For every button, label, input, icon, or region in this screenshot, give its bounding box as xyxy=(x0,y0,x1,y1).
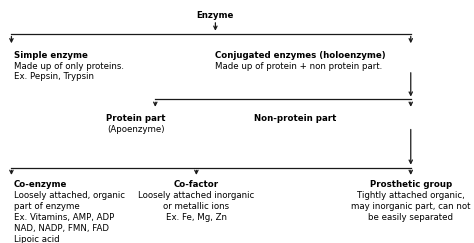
Text: Simple enzyme: Simple enzyme xyxy=(14,51,87,60)
Text: Non-protein part: Non-protein part xyxy=(254,114,336,123)
Text: or metallic ions: or metallic ions xyxy=(164,202,229,211)
Text: may inorganic part, can not: may inorganic part, can not xyxy=(351,202,471,211)
Text: Enzyme: Enzyme xyxy=(197,11,234,20)
Text: Prosthetic group: Prosthetic group xyxy=(370,180,452,189)
Text: Made up of protein + non protein part.: Made up of protein + non protein part. xyxy=(215,61,383,70)
Text: Ex. Fe, Mg, Zn: Ex. Fe, Mg, Zn xyxy=(166,213,227,222)
Text: Protein part: Protein part xyxy=(106,114,166,123)
Text: Ex. Vitamins, AMP, ADP: Ex. Vitamins, AMP, ADP xyxy=(14,213,114,222)
Text: Loosely attached inorganic: Loosely attached inorganic xyxy=(138,191,255,200)
Text: Conjugated enzymes (holoenzyme): Conjugated enzymes (holoenzyme) xyxy=(215,51,386,60)
Text: Tightly attached organic,: Tightly attached organic, xyxy=(357,191,465,200)
Text: Lipoic acid: Lipoic acid xyxy=(14,234,59,243)
Text: NAD, NADP, FMN, FAD: NAD, NADP, FMN, FAD xyxy=(14,224,109,233)
Text: Loosely attached, organic: Loosely attached, organic xyxy=(14,191,125,200)
Text: part of enzyme: part of enzyme xyxy=(14,202,79,211)
Text: Co-enzyme: Co-enzyme xyxy=(14,180,67,189)
Text: (Apoenzyme): (Apoenzyme) xyxy=(107,125,164,134)
Text: Co-factor: Co-factor xyxy=(174,180,219,189)
Text: Made up of only proteins.: Made up of only proteins. xyxy=(14,61,124,70)
Text: Ex. Pepsin, Trypsin: Ex. Pepsin, Trypsin xyxy=(14,72,93,81)
Text: be easily separated: be easily separated xyxy=(368,213,453,222)
